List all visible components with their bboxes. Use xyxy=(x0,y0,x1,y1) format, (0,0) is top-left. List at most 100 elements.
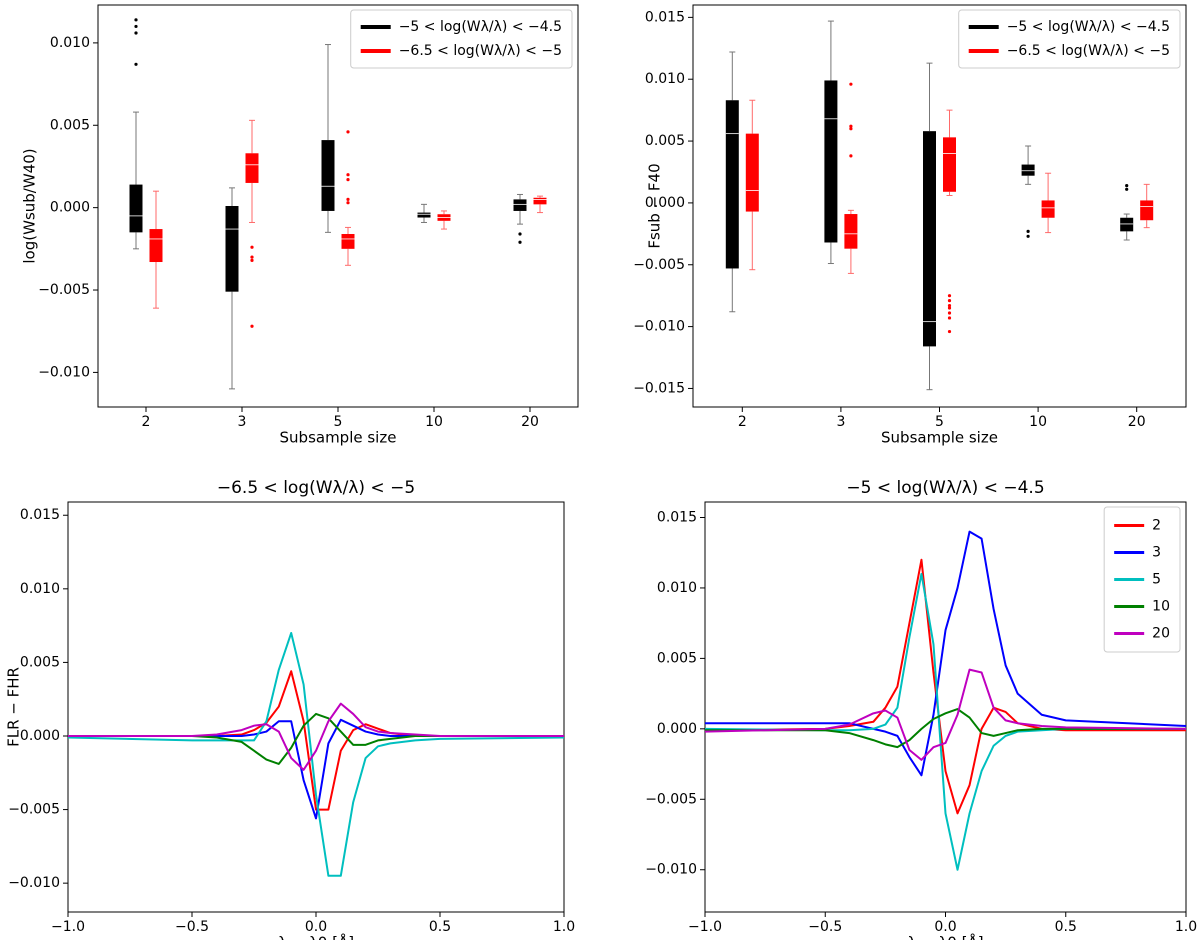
y-tick-label: 0.010 xyxy=(657,580,697,596)
x-axis-label: Subsample size xyxy=(881,429,998,447)
box xyxy=(943,137,956,192)
y-tick-label: 0.010 xyxy=(20,581,60,597)
x-tick-label: 20 xyxy=(521,414,539,430)
x-tick-label: 3 xyxy=(238,414,247,430)
box xyxy=(225,206,239,292)
legend-label: 10 xyxy=(1152,599,1170,615)
y-tick-label: 0.000 xyxy=(645,195,685,211)
box xyxy=(1041,200,1055,218)
y-tick-label: 0.010 xyxy=(50,35,90,51)
x-tick-label: 2 xyxy=(142,414,151,430)
y-tick-label: −0.010 xyxy=(645,862,697,878)
flier xyxy=(947,294,952,298)
x-tick-label: 2 xyxy=(738,414,747,430)
y-tick-label: 0.010 xyxy=(645,71,685,87)
legend-label: −5 < log(Wλ/λ) < −4.5 xyxy=(1007,19,1170,35)
x-tick-label: 0.0 xyxy=(305,919,327,935)
y-tick-label: 0.005 xyxy=(20,654,60,670)
flier xyxy=(346,130,350,134)
flier xyxy=(1125,187,1129,191)
panel: −5 < log(Wλ/λ) < −4.5 λ − λ0 [Å] −0.010 −0.… xyxy=(645,478,1197,940)
box xyxy=(844,214,858,249)
flier xyxy=(250,258,254,262)
y-tick-label: 0.000 xyxy=(50,200,90,216)
y-tick-label: −0.005 xyxy=(38,282,90,298)
y-tick-label: 0.015 xyxy=(657,509,697,525)
y-tick-label: −0.015 xyxy=(633,380,685,396)
x-tick-label: −1.0 xyxy=(688,919,722,935)
box xyxy=(745,133,759,212)
panel: Subsample size log(Wsub/W40) −0.010 −0.005 0… xyxy=(21,4,579,447)
x-tick-label: 1.0 xyxy=(1175,919,1197,935)
flier xyxy=(250,255,254,259)
flier xyxy=(947,329,952,334)
x-tick-label: 10 xyxy=(1029,414,1047,430)
series-line xyxy=(704,668,1187,761)
x-axis-label: Subsample size xyxy=(280,429,397,447)
box xyxy=(1140,200,1154,221)
x-tick-label: 3 xyxy=(836,414,845,430)
x-axis-label: λ − λ0 [Å] xyxy=(278,933,354,940)
y-tick-label: −0.005 xyxy=(645,791,697,807)
x-tick-label: 5 xyxy=(334,414,343,430)
series-line xyxy=(68,712,564,765)
x-tick-label: −0.5 xyxy=(175,919,209,935)
series-line xyxy=(68,702,564,771)
box xyxy=(923,131,936,347)
y-tick-label: −0.010 xyxy=(38,364,90,380)
y-tick-label: −0.010 xyxy=(8,875,60,891)
series-line xyxy=(704,572,1186,871)
flier xyxy=(849,124,853,128)
plot-frame xyxy=(67,501,565,913)
box xyxy=(1021,164,1035,176)
y-tick-label: 0.015 xyxy=(20,507,60,523)
flier xyxy=(947,311,952,315)
legend-label: 5 xyxy=(1152,572,1161,588)
y-axis-label: log(Wsub/W40) xyxy=(21,148,39,263)
legend-frame xyxy=(350,9,573,69)
flier xyxy=(947,299,952,303)
legend: −5 < log(Wλ/λ) < −4.5 −6.5 < log(Wλ/λ) < … xyxy=(350,9,573,69)
flier xyxy=(250,324,254,328)
box xyxy=(725,100,739,269)
panel-title: −5 < log(Wλ/λ) < −4.5 xyxy=(846,478,1044,498)
x-tick-label: 10 xyxy=(425,414,443,430)
flier xyxy=(849,127,853,131)
panel-title: −6.5 < log(Wλ/λ) < −5 xyxy=(217,478,415,498)
legend-label: −6.5 < log(Wλ/λ) < −5 xyxy=(399,43,562,59)
box xyxy=(129,184,143,233)
y-axis-label: Fsub − F40 xyxy=(646,163,664,248)
box xyxy=(533,197,547,205)
flier xyxy=(346,201,350,205)
flier xyxy=(346,197,350,202)
y-tick-label: 0.015 xyxy=(645,9,685,25)
y-axis-label: FLR − FHR xyxy=(5,667,23,747)
box xyxy=(417,212,431,218)
legend-frame xyxy=(958,9,1181,69)
flier xyxy=(250,245,254,249)
legend: 2 3 5 10 20 xyxy=(1103,506,1181,653)
y-tick-label: −0.005 xyxy=(633,257,685,273)
x-tick-label: 0.0 xyxy=(934,919,956,935)
y-tick-label: −0.005 xyxy=(8,802,60,818)
y-tick-label: 0.005 xyxy=(645,133,685,149)
panel: Subsample size Fsub − F40 −0.015 −0.010 −0.0… xyxy=(633,4,1187,447)
flier xyxy=(947,306,952,310)
flier xyxy=(518,240,522,244)
x-tick-label: 1.0 xyxy=(553,919,575,935)
flier xyxy=(1026,234,1030,238)
flier xyxy=(134,18,138,22)
flier xyxy=(849,82,853,86)
panel: −6.5 < log(Wλ/λ) < −5 λ − λ0 [Å] FLR − FHR… xyxy=(5,478,576,940)
flier xyxy=(346,178,350,182)
box xyxy=(149,229,163,263)
flier xyxy=(518,232,522,236)
x-axis-label: λ − λ0 [Å] xyxy=(907,933,983,940)
x-tick-label: 5 xyxy=(935,414,944,430)
x-tick-label: 0.5 xyxy=(1055,919,1077,935)
flier xyxy=(1026,229,1030,233)
flier xyxy=(849,154,853,158)
flier xyxy=(346,173,350,177)
box xyxy=(1120,217,1134,232)
